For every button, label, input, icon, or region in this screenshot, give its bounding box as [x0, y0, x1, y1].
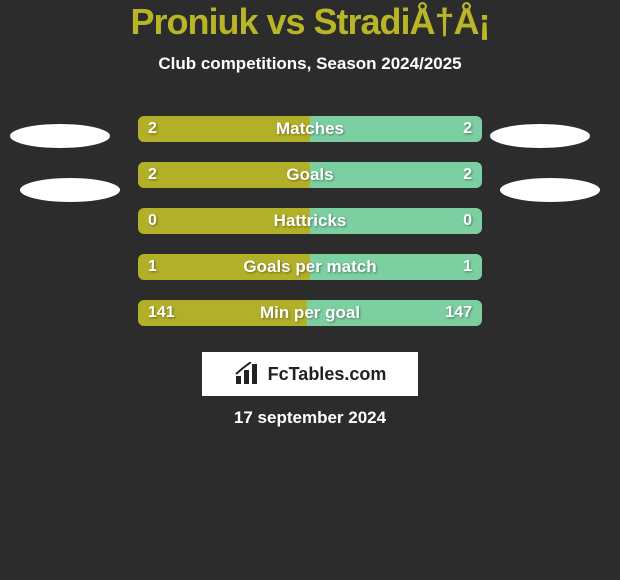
- stage: Proniuk vs StradiÅ†Å¡ Club competitions,…: [0, 0, 620, 580]
- value-left: 141: [148, 300, 175, 326]
- bar-left: [138, 254, 310, 280]
- badge-right-1: [490, 124, 590, 148]
- page-title: Proniuk vs StradiÅ†Å¡: [0, 0, 620, 40]
- value-right: 0: [463, 208, 472, 234]
- bar-right: [310, 162, 482, 188]
- value-right: 2: [463, 116, 472, 142]
- bar-track: [138, 300, 482, 326]
- brand-watermark: FcTables.com: [202, 352, 418, 396]
- row-hattricks: 0 Hattricks 0: [0, 198, 620, 244]
- bar-left: [138, 208, 310, 234]
- bar-track: [138, 162, 482, 188]
- value-left: 2: [148, 162, 157, 188]
- bar-left: [138, 162, 310, 188]
- value-left: 1: [148, 254, 157, 280]
- bar-track: [138, 208, 482, 234]
- value-right: 147: [445, 300, 472, 326]
- value-right: 2: [463, 162, 472, 188]
- bar-track: [138, 116, 482, 142]
- date-label: 17 september 2024: [0, 408, 620, 428]
- row-min-per-goal: 141 Min per goal 147: [0, 290, 620, 336]
- bar-right: [310, 116, 482, 142]
- value-right: 1: [463, 254, 472, 280]
- brand-text: FcTables.com: [268, 364, 387, 385]
- row-goals-per-match: 1 Goals per match 1: [0, 244, 620, 290]
- bar-track: [138, 254, 482, 280]
- subtitle: Club competitions, Season 2024/2025: [0, 54, 620, 74]
- value-left: 0: [148, 208, 157, 234]
- bar-right: [310, 254, 482, 280]
- bar-right: [310, 208, 482, 234]
- badge-right-2: [500, 178, 600, 202]
- bar-chart-icon: [234, 362, 262, 386]
- value-left: 2: [148, 116, 157, 142]
- bar-left: [138, 116, 310, 142]
- badge-left-2: [20, 178, 120, 202]
- badge-left-1: [10, 124, 110, 148]
